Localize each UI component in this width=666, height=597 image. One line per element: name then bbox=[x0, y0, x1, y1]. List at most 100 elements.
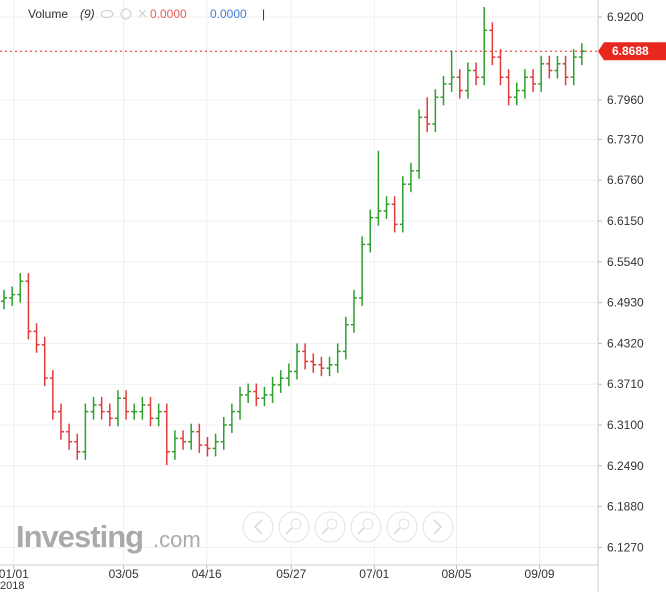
watermark-suffix: .com bbox=[153, 527, 201, 552]
ohlc-bar bbox=[570, 49, 577, 86]
fit-button[interactable] bbox=[386, 511, 418, 543]
ohlc-bar bbox=[188, 423, 195, 450]
indicator-period: (9) bbox=[80, 7, 95, 21]
ohlc-bar bbox=[147, 396, 154, 427]
ohlc-bar bbox=[98, 396, 105, 420]
ohlc-bar bbox=[342, 316, 349, 360]
ohlc-bar bbox=[432, 89, 439, 133]
ohlc-bar bbox=[253, 383, 260, 407]
zoom-in-button[interactable] bbox=[278, 511, 310, 543]
ohlc-bar bbox=[131, 403, 138, 420]
ohlc-bar bbox=[521, 69, 528, 99]
ohlc-bar bbox=[562, 55, 569, 86]
ohlc-bar bbox=[383, 196, 390, 219]
y-tick-label: 6.6760 bbox=[607, 173, 644, 187]
indicator-icons[interactable] bbox=[100, 8, 147, 20]
zoom-out-button[interactable] bbox=[314, 511, 346, 543]
ohlc-bar bbox=[334, 343, 341, 373]
ohlc-bar bbox=[245, 383, 252, 403]
x-tick-label: 09/09 bbox=[525, 567, 555, 581]
ohlc-bar bbox=[481, 6, 488, 86]
scroll-left-button[interactable] bbox=[242, 511, 274, 543]
ohlc-bar bbox=[302, 343, 309, 370]
ohlc-bar bbox=[326, 356, 333, 377]
ohlc-bar bbox=[497, 49, 504, 86]
y-tick-label: 6.3100 bbox=[607, 418, 644, 432]
ohlc-bar bbox=[310, 353, 317, 373]
ohlc-bar bbox=[139, 396, 146, 420]
toolbar bbox=[242, 511, 454, 543]
ohlc-bar bbox=[212, 433, 219, 457]
y-tick-label: 6.7960 bbox=[607, 93, 644, 107]
ohlc-bar bbox=[163, 403, 170, 466]
ohlc-bar bbox=[90, 396, 97, 420]
ohlc-bar bbox=[228, 403, 235, 434]
ohlc-bar bbox=[416, 109, 423, 179]
ohlc-bar bbox=[456, 69, 463, 99]
ohlc-bar bbox=[66, 423, 73, 450]
ohlc-bar bbox=[277, 370, 284, 393]
zoom-reset-button[interactable] bbox=[350, 511, 382, 543]
plot bbox=[0, 0, 602, 592]
indicator-name: Volume bbox=[28, 7, 68, 21]
ohlc-bar bbox=[106, 403, 113, 427]
y-tick-label: 6.2490 bbox=[607, 459, 644, 473]
indicator-legend: Volume (9) 0.0000 0.0000 | bbox=[28, 7, 265, 21]
ohlc-bar bbox=[155, 403, 162, 427]
y-tick-label: 6.1270 bbox=[607, 540, 644, 554]
ohlc-bar bbox=[578, 43, 585, 66]
ohlc-bar bbox=[318, 356, 325, 377]
y-tick-label: 6.7370 bbox=[607, 132, 644, 146]
ohlc-bar bbox=[538, 55, 545, 92]
ohlc-bar bbox=[114, 390, 121, 427]
ohlc-bar bbox=[25, 273, 32, 340]
ohlc-bar bbox=[424, 97, 431, 133]
ohlc-bar bbox=[448, 50, 455, 92]
y-tick-label: 6.6150 bbox=[607, 214, 644, 228]
ohlc-bar bbox=[220, 416, 227, 450]
ohlc-bar bbox=[269, 376, 276, 403]
ohlc-bar bbox=[171, 430, 178, 460]
x-tick-label: 03/05 bbox=[109, 567, 139, 581]
ohlc-bar bbox=[554, 55, 561, 79]
ohlc-bar bbox=[74, 433, 81, 460]
ohlc-bar bbox=[17, 273, 24, 303]
x-tick-label: 01/01 bbox=[0, 567, 29, 581]
ohlc-bar bbox=[237, 386, 244, 420]
ohlc-bar bbox=[530, 69, 537, 92]
indicator-value: 0.0000 bbox=[210, 7, 247, 21]
ohlc-bar bbox=[1, 289, 7, 310]
ohlc-bar bbox=[9, 286, 16, 306]
indicator-separator: | bbox=[262, 7, 265, 21]
ohlc-bar bbox=[367, 209, 374, 253]
last-price-label: 6.8688 bbox=[612, 44, 649, 58]
y-tick-label: 6.5540 bbox=[607, 255, 644, 269]
y-tick-label: 6.4930 bbox=[607, 296, 644, 310]
y-tick-label: 6.4320 bbox=[607, 336, 644, 350]
scroll-right-button[interactable] bbox=[422, 511, 454, 543]
ohlc-bar bbox=[350, 289, 357, 333]
x-tick-label: 07/01 bbox=[359, 567, 389, 581]
ohlc-bar bbox=[440, 75, 447, 106]
ohlc-bar bbox=[33, 323, 40, 353]
ohlc-bar bbox=[375, 150, 382, 226]
ohlc-bar bbox=[57, 403, 64, 440]
ohlc-bar bbox=[399, 176, 406, 233]
x-tick-label: 04/16 bbox=[192, 567, 222, 581]
last-price-badge bbox=[598, 42, 666, 61]
ohlc-bar bbox=[464, 62, 471, 99]
ohlc-bar bbox=[473, 62, 480, 86]
ohlc-bar bbox=[513, 82, 520, 106]
ohlc-bar bbox=[49, 370, 56, 420]
watermark: Investing .com bbox=[16, 519, 201, 554]
y-tick-label: 6.3710 bbox=[607, 377, 644, 391]
ohlc-bar bbox=[123, 390, 130, 420]
ohlc-bar bbox=[82, 403, 89, 460]
ohlc-bar bbox=[261, 386, 268, 407]
x-tick-label: 05/27 bbox=[276, 567, 306, 581]
watermark-brand: Investing bbox=[16, 519, 143, 554]
ohlc-bar bbox=[41, 336, 48, 387]
ohlc-bar bbox=[180, 430, 187, 450]
ohlc-bar bbox=[546, 55, 553, 79]
y-tick-label: 6.9200 bbox=[607, 10, 644, 24]
